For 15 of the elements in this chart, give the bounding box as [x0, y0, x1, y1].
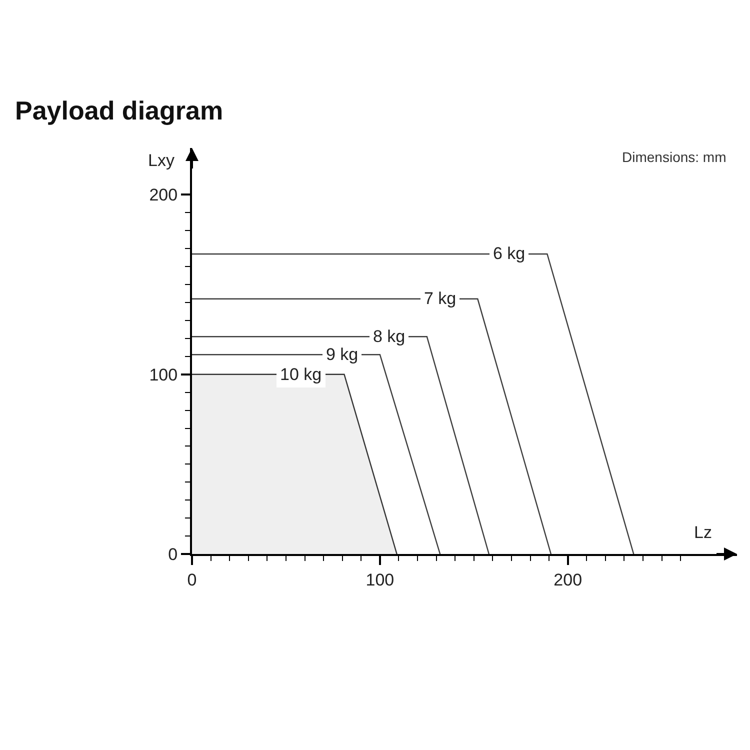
x-tick-label: 0 — [187, 570, 197, 590]
series-label: 8 kg — [373, 327, 406, 346]
y-tick-label: 100 — [149, 365, 178, 384]
annotation: Dimensions: mm — [622, 149, 726, 165]
series-label: 9 kg — [326, 345, 358, 364]
x-tick-label: 100 — [366, 570, 394, 590]
chart-title: Payload diagram — [15, 95, 224, 126]
y-axis-title: Lxy — [148, 151, 175, 170]
y-tick-label: 0 — [168, 544, 178, 564]
x-axis-title: Lz — [694, 523, 712, 542]
series-label: 6 kg — [493, 244, 526, 263]
x-tick-label: 200 — [554, 570, 582, 590]
series-label: 7 kg — [424, 289, 456, 308]
y-tick-label: 200 — [149, 186, 178, 205]
series-label: 10 kg — [280, 365, 322, 384]
